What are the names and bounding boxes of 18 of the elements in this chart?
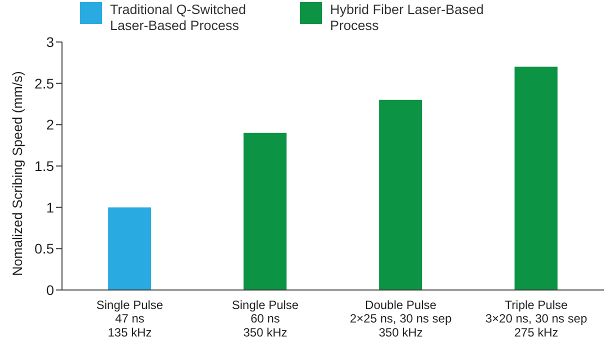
y-tick-label: 1 xyxy=(46,199,54,216)
y-tick-label: 1.5 xyxy=(34,158,54,174)
legend-label: Traditional Q-Switched Laser-Based Process xyxy=(110,2,248,34)
bar xyxy=(108,207,152,290)
y-tick-label: 0.5 xyxy=(34,240,54,257)
x-tick-label: Triple Pulse 3×20 ns, 30 ns sep 275 kHz xyxy=(485,298,588,340)
bar xyxy=(244,132,287,290)
y-tick-label: 2 xyxy=(46,116,54,133)
y-axis-title: Nomalized Scribing Speed (mm/s) xyxy=(10,71,25,276)
bar xyxy=(379,100,422,290)
x-tick-label: Double Pulse 2×25 ns, 30 ns sep 350 kHz xyxy=(350,298,452,340)
y-tick-label: 2.5 xyxy=(34,75,54,92)
y-tick-label: 0 xyxy=(46,282,54,298)
legend-label: Hybrid Fiber Laser-Based Process xyxy=(330,2,485,34)
x-tick-label: Single Pulse 47 ns 135 kHz xyxy=(96,298,164,340)
y-tick-label: 3 xyxy=(46,34,54,50)
x-tick-label: Single Pulse 60 ns 350 kHz xyxy=(232,298,299,340)
bar xyxy=(514,66,558,290)
